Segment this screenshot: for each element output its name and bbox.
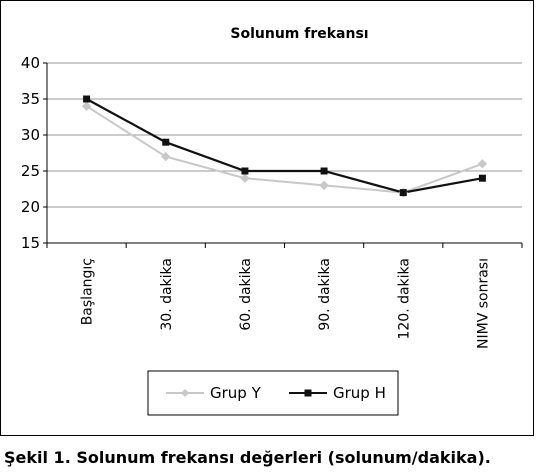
series-line-grup-h: [86, 98, 483, 194]
data-point-grup-h: [162, 138, 170, 146]
y-tick-label: 35: [21, 90, 40, 108]
x-tick-label: 30. dakika: [159, 258, 175, 331]
legend-marker-grup-h: [304, 389, 312, 397]
y-tick-label: 25: [21, 162, 40, 180]
legend-marker-grup-y: [181, 389, 189, 397]
caption-prefix: Şekil 1.: [4, 448, 71, 467]
data-point-grup-h: [478, 174, 486, 182]
data-point-grup-h: [241, 167, 249, 175]
y-tick-label: 30: [21, 126, 40, 144]
y-tick-label: 20: [21, 198, 40, 216]
chart-title: Solunum frekansı: [230, 26, 368, 42]
x-tick-label: 120. dakika: [396, 258, 412, 340]
caption-text: Solunum frekansı değerleri (solunum/daki…: [76, 448, 491, 467]
line-chart: Solunum frekansı 15 20 25 30 35 40 Başlangıç 30.…: [21, 26, 523, 416]
data-point-grup-h: [83, 95, 91, 103]
data-point-grup-h: [320, 167, 328, 175]
chart-frame: Solunum frekansı 15 20 25 30 35 40 Başlangıç 30.…: [0, 0, 534, 436]
y-tick-label: 40: [21, 54, 40, 72]
series-line-grup-y: [86, 105, 483, 194]
data-point-grup-y: [477, 159, 488, 169]
figure-caption: Şekil 1. Solunum frekansı değerleri (sol…: [4, 448, 491, 467]
data-point-grup-y: [161, 151, 171, 162]
legend-label-grup-h: Grup H: [333, 384, 386, 402]
data-point-grup-y: [81, 101, 92, 111]
data-point-grup-y: [240, 173, 250, 183]
data-point-grup-h: [399, 189, 407, 197]
x-tick-label: 90. dakika: [317, 258, 333, 331]
x-tick-label: NIMV sonrası: [475, 258, 491, 349]
x-tick-label: Başlangıç: [80, 258, 96, 325]
y-tick-label: 15: [21, 234, 40, 252]
legend-label-grup-y: Grup Y: [210, 384, 262, 402]
x-tick-label: 60. dakika: [238, 258, 254, 331]
data-point-grup-y: [319, 180, 329, 191]
